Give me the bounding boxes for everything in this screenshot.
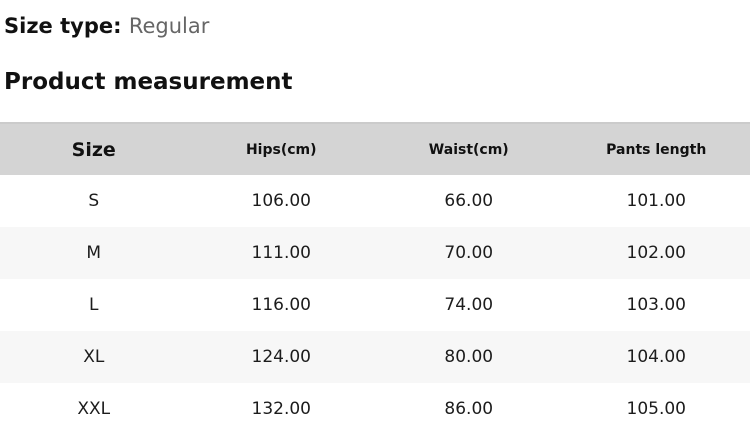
cell-pants-length: 105.00 — [563, 383, 750, 435]
table-row-l: L 116.00 74.00 103.00 — [0, 279, 750, 331]
cell-pants-length: 101.00 — [563, 175, 750, 227]
cell-size: L — [0, 279, 188, 331]
table-row-xxl: XXL 132.00 86.00 105.00 — [0, 383, 750, 435]
cell-waist: 74.00 — [375, 279, 563, 331]
cell-size: M — [0, 227, 188, 279]
size-type-value: Regular — [129, 14, 210, 38]
col-header-hips: Hips(cm) — [188, 123, 376, 175]
measurement-table-body: S 106.00 66.00 101.00 M 111.00 70.00 102… — [0, 175, 750, 435]
cell-hips: 124.00 — [188, 331, 376, 383]
cell-hips: 132.00 — [188, 383, 376, 435]
cell-hips: 116.00 — [188, 279, 376, 331]
cell-size: XL — [0, 331, 188, 383]
table-row-m: M 111.00 70.00 102.00 — [0, 227, 750, 279]
cell-size: XXL — [0, 383, 188, 435]
table-row-xl: XL 124.00 80.00 104.00 — [0, 331, 750, 383]
size-chart-section: Size type: Regular Product measurement — [0, 0, 750, 98]
cell-hips: 106.00 — [188, 175, 376, 227]
cell-waist: 66.00 — [375, 175, 563, 227]
col-header-waist: Waist(cm) — [375, 123, 563, 175]
cell-pants-length: 103.00 — [563, 279, 750, 331]
cell-size: S — [0, 175, 188, 227]
cell-waist: 86.00 — [375, 383, 563, 435]
cell-hips: 111.00 — [188, 227, 376, 279]
cell-pants-length: 102.00 — [563, 227, 750, 279]
size-type-label: Size type: — [4, 14, 122, 38]
size-type-heading: Size type: Regular — [4, 12, 746, 40]
measurement-table: Size Hips(cm) Waist(cm) Pants length S 1… — [0, 122, 750, 435]
cell-pants-length: 104.00 — [563, 331, 750, 383]
measurement-table-header: Size Hips(cm) Waist(cm) Pants length — [0, 123, 750, 175]
col-header-size: Size — [0, 123, 188, 175]
cell-waist: 70.00 — [375, 227, 563, 279]
product-measurement-title: Product measurement — [4, 67, 746, 98]
col-header-pants-length: Pants length — [563, 123, 750, 175]
cell-waist: 80.00 — [375, 331, 563, 383]
table-row-s: S 106.00 66.00 101.00 — [0, 175, 750, 227]
header-row: Size Hips(cm) Waist(cm) Pants length — [0, 123, 750, 175]
